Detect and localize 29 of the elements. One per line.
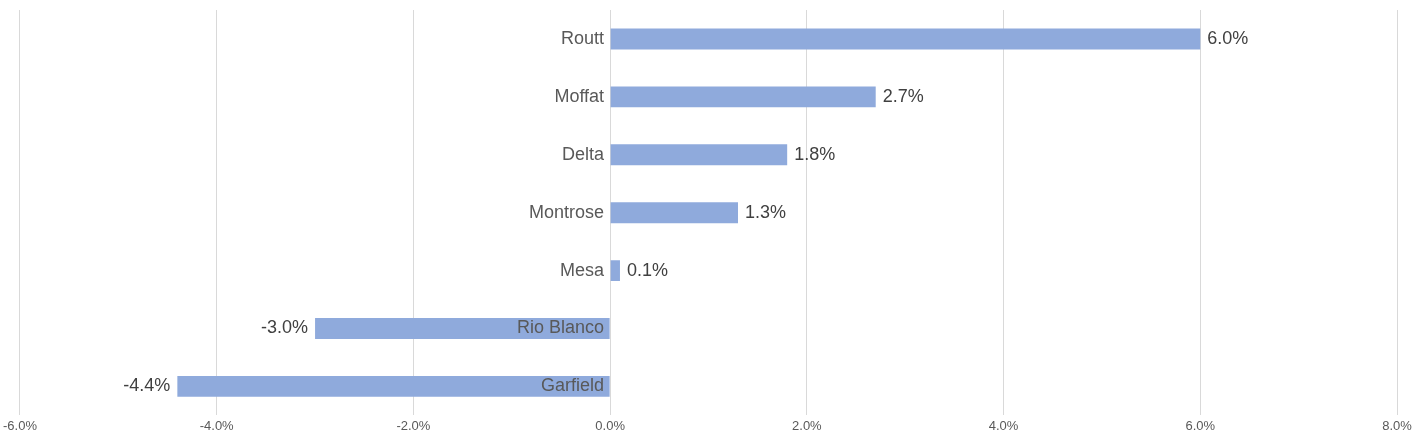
bar [610,144,788,166]
y-tick-label: Montrose [529,201,605,222]
data-label: 0.1% [626,259,668,280]
data-label: -4.4% [123,375,171,396]
x-tick-label: -4.0% [199,417,235,433]
x-tick-label: 0.0% [595,417,626,433]
y-tick-label: Delta [562,143,606,164]
x-tick-label: 4.0% [988,417,1019,433]
bar [610,86,876,108]
y-tick-label: Mesa [560,259,606,280]
y-tick-label: Rio Blanco [517,317,605,338]
bar [610,202,738,224]
data-label: 2.7% [882,85,924,106]
bar [177,376,610,397]
y-tick-label: Moffat [554,85,605,106]
x-tick-label: 2.0% [792,417,823,433]
x-tick-label: -2.0% [396,417,431,433]
bar [610,260,620,282]
data-label: 1.8% [794,143,836,164]
y-tick-label: Garfield [541,375,605,396]
bar [610,28,1201,50]
data-label: -3.0% [261,317,309,338]
data-label: 1.3% [745,201,787,222]
x-tick-label: 6.0% [1185,417,1216,433]
y-tick-label: Routt [561,27,605,48]
x-tick-label: -6.0% [3,417,38,433]
bar [315,318,610,339]
data-label: 6.0% [1207,27,1249,48]
x-tick-label: 8.0% [1382,417,1413,433]
